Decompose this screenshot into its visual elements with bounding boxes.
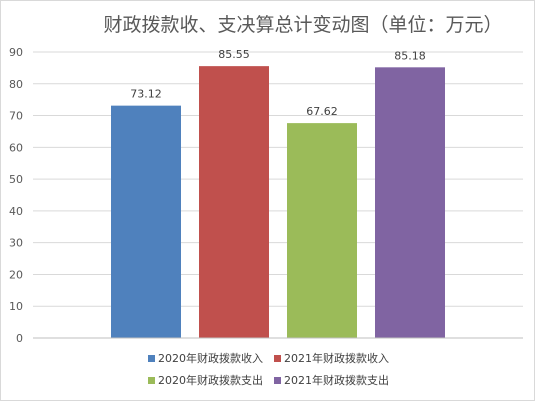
legend-label: 2021年财政拨款收入 (284, 351, 389, 365)
legend-swatch (148, 355, 155, 362)
bar (199, 66, 269, 338)
legend-label: 2021年财政拨款支出 (284, 373, 389, 387)
gridlines (33, 51, 523, 339)
y-tick-label: 80 (9, 78, 23, 91)
y-tick-label: 20 (9, 268, 23, 281)
y-tick-label: 60 (9, 141, 23, 154)
chart-title: 财政拨款收、支决算总计变动图（单位：万元） (103, 14, 502, 36)
bars (111, 66, 445, 338)
data-label: 85.18 (394, 49, 426, 62)
legend-swatch (274, 355, 281, 362)
y-tick-label: 90 (9, 46, 23, 59)
y-axis-ticks: 0 10 20 30 40 50 60 70 80 90 (9, 46, 23, 345)
data-label: 73.12 (130, 88, 162, 101)
y-tick-label: 10 (9, 300, 23, 313)
bar (111, 105, 181, 338)
y-tick-label: 0 (16, 332, 23, 345)
legend-label: 2020年财政拨款支出 (158, 373, 263, 387)
legend-swatch (148, 377, 155, 384)
legend: 2020年财政拨款收入 2021年财政拨款收入 2020年财政拨款支出 2021年财政… (148, 351, 389, 387)
bar (375, 67, 445, 338)
data-label: 85.55 (218, 48, 250, 61)
y-tick-label: 50 (9, 173, 23, 186)
data-labels: 73.12 85.55 67.62 85.18 (130, 48, 426, 118)
data-label: 67.62 (306, 105, 338, 118)
y-tick-label: 30 (9, 237, 23, 250)
legend-swatch (274, 377, 281, 384)
y-tick-label: 40 (9, 205, 23, 218)
y-tick-label: 70 (9, 110, 23, 123)
bar (287, 123, 357, 338)
legend-label: 2020年财政拨款收入 (158, 351, 263, 365)
